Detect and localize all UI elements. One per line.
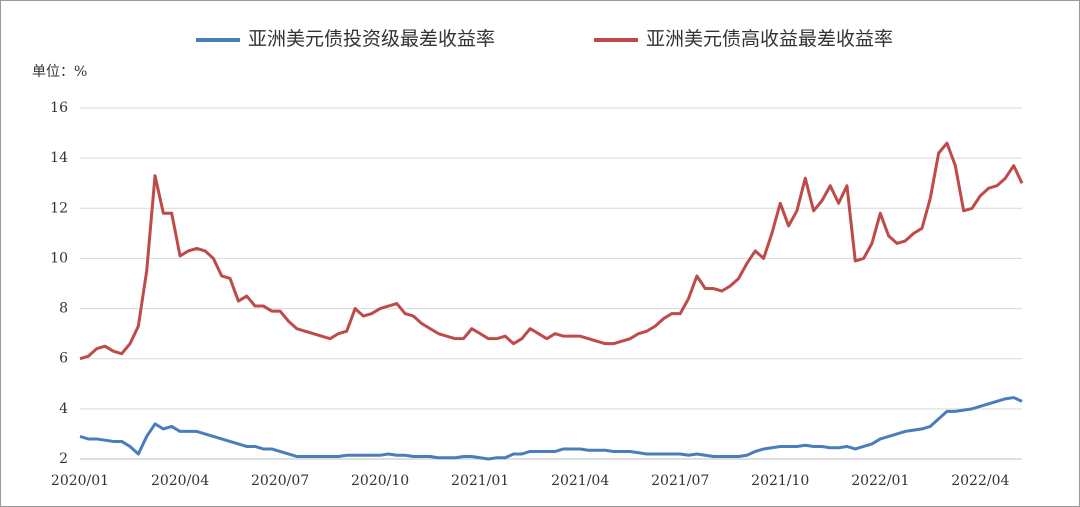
- x-tick-label: 2021/01: [451, 473, 509, 489]
- x-tick-label: 2020/04: [151, 473, 209, 489]
- legend-label: 亚洲美元债投资级最差收益率: [248, 28, 495, 50]
- y-tick-label: 12: [50, 200, 68, 216]
- y-tick-label: 4: [59, 401, 68, 417]
- x-tick-label: 2020/10: [351, 473, 409, 489]
- y-tick-label: 6: [59, 351, 68, 367]
- x-tick-label: 2020/01: [51, 473, 109, 489]
- unit-label: 单位：%: [32, 64, 87, 80]
- x-tick-label: 2021/07: [651, 473, 709, 489]
- y-tick-label: 10: [50, 250, 68, 266]
- x-tick-label: 2022/01: [851, 473, 909, 489]
- y-tick-label: 16: [50, 100, 68, 116]
- x-tick-label: 2020/07: [251, 473, 309, 489]
- x-tick-label: 2021/04: [551, 473, 609, 489]
- y-tick-label: 2: [59, 451, 68, 467]
- series-line: [79, 396, 1023, 461]
- x-tick-label: 2022/04: [951, 473, 1009, 489]
- y-tick-label: 14: [50, 150, 68, 166]
- y-tick-label: 8: [59, 301, 68, 317]
- series-line: [79, 141, 1024, 361]
- x-tick-label: 2021/10: [751, 473, 809, 489]
- legend-label: 亚洲美元债高收益最差收益率: [646, 28, 893, 50]
